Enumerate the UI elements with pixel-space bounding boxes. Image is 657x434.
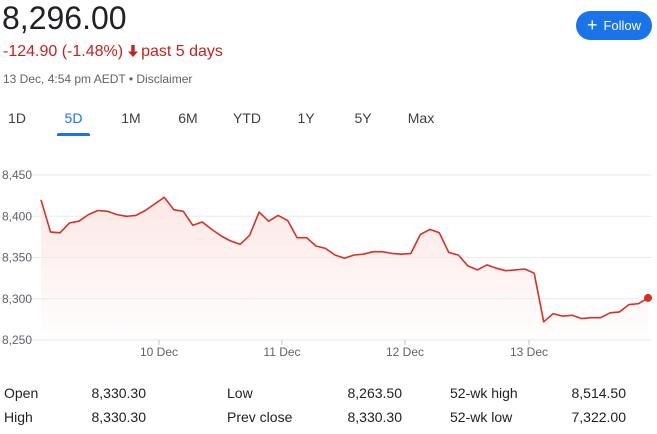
change-amount: -124.90 (-1.48%) [3,43,124,60]
y-tick-label: 8,250 [2,333,32,347]
time-range-tabs: 1D 5D 1M 6M YTD 1Y 5Y Max [0,104,460,136]
stat-label-prev-close: Prev close [227,409,293,425]
stat-value-open: 8,330.30 [91,385,147,401]
stat-value-low: 8,263.50 [347,385,403,401]
last-price-point [644,293,652,302]
follow-button-label: Follow [603,18,642,33]
quote-timestamp: 13 Dec, 4:54 pm AEDT • Disclaimer [3,72,193,86]
tab-5d[interactable]: 5D [64,110,83,126]
stat-label-52wk-high: 52-wk high [450,385,518,401]
x-tick-label: 12 Dec [386,345,424,359]
x-tick-label: 11 Dec [263,345,300,359]
arrow-down-icon [128,45,139,57]
series-area [41,197,648,340]
tab-max[interactable]: Max [407,110,435,126]
stat-label-low: Low [227,385,253,401]
follow-button[interactable]: + Follow [576,11,652,40]
tab-1y[interactable]: 1Y [297,110,315,126]
x-tick-label: 10 Dec [140,345,178,359]
series-line [40,196,649,323]
x-tick-label: 13 Dec [510,345,548,359]
tab-ytd[interactable]: YTD [233,110,261,126]
price-chart: 8,450 8,400 8,350 8,300 8,250 10 Dec 11 Dec 12 … [0,168,652,359]
y-tick-label: 8,400 [2,209,32,223]
stat-value-52wk-low: 7,322.00 [571,409,627,425]
current-price: 8,296.00 [2,0,127,36]
tab-1d[interactable]: 1D [8,110,26,126]
stat-value-prev-close: 8,330.30 [347,409,403,425]
active-tab-indicator [57,133,90,136]
stat-label-52wk-low: 52-wk low [450,409,513,425]
tab-5y[interactable]: 5Y [354,110,372,126]
tab-6m[interactable]: 6M [178,110,198,126]
y-tick-label: 8,450 [2,168,32,182]
plus-icon: + [586,14,598,35]
price-change: -124.90 (-1.48%) past 5 days [3,42,223,62]
y-tick-label: 8,350 [2,251,32,265]
tab-1m[interactable]: 1M [121,110,141,126]
stat-value-52wk-high: 8,514.50 [571,385,627,401]
change-period: past 5 days [141,43,223,60]
stats-table: Open 8,330.30 High 8,330.30 Low 8,263.50… [0,380,657,434]
stat-label-high: High [4,409,33,425]
stat-value-high: 8,330.30 [91,409,147,425]
y-tick-label: 8,300 [2,292,32,306]
stat-label-open: Open [4,385,39,401]
